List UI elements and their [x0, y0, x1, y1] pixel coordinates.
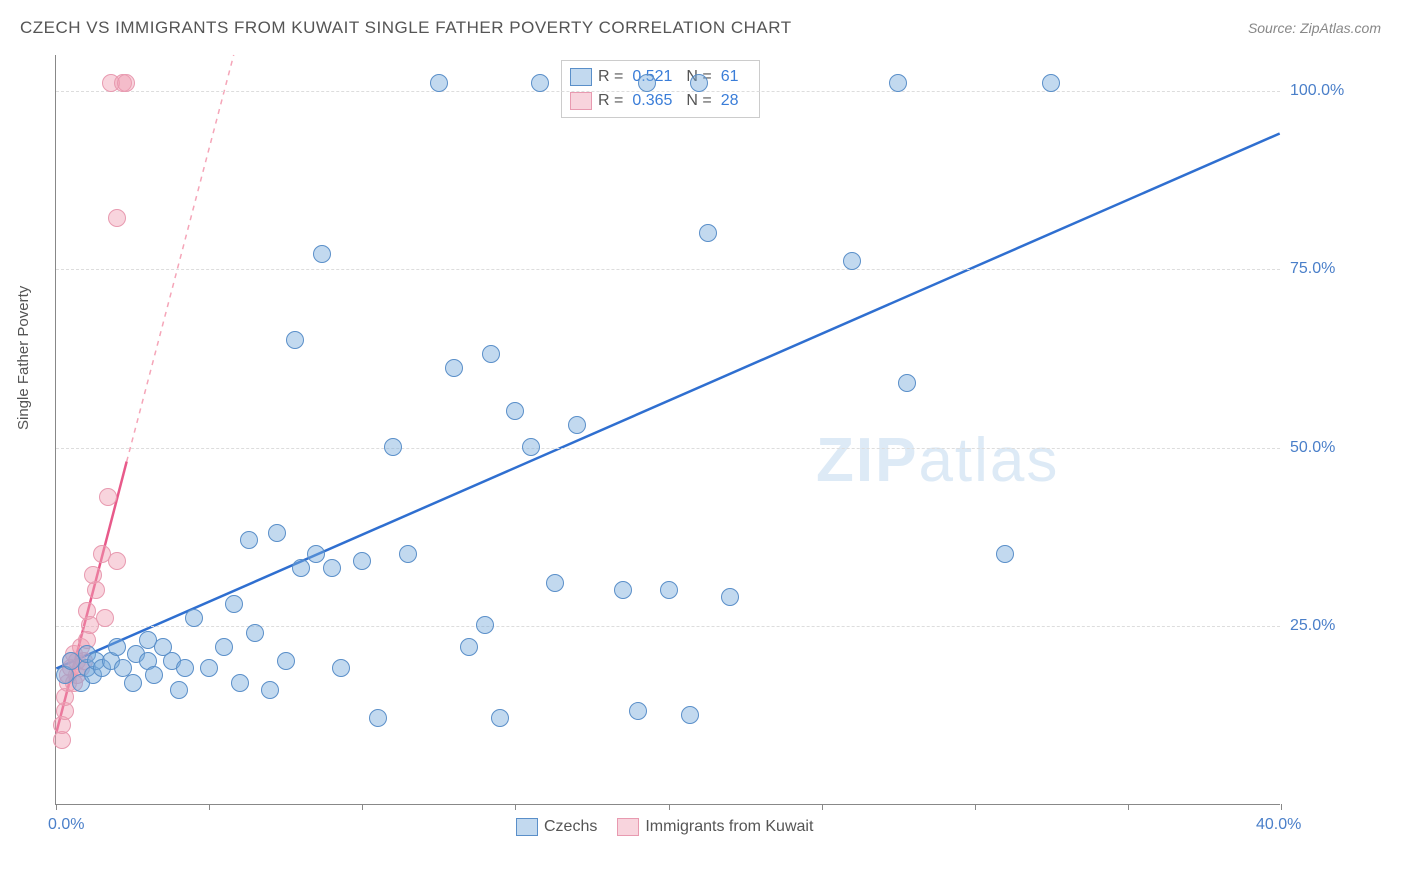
data-point	[721, 588, 739, 606]
data-point	[246, 624, 264, 642]
data-point	[476, 616, 494, 634]
data-point	[313, 245, 331, 263]
y-tick-label: 75.0%	[1290, 260, 1355, 278]
x-tick	[1128, 804, 1129, 810]
chart-title: CZECH VS IMMIGRANTS FROM KUWAIT SINGLE F…	[20, 18, 792, 38]
data-point	[353, 552, 371, 570]
data-point	[108, 552, 126, 570]
data-point	[568, 416, 586, 434]
n-label-2: N =	[686, 92, 711, 110]
x-tick	[1281, 804, 1282, 810]
data-point	[889, 74, 907, 92]
series-legend: Czechs Immigrants from Kuwait	[516, 818, 813, 836]
stats-legend-row-2: R = 0.365 N = 28	[570, 89, 747, 113]
data-point	[124, 674, 142, 692]
data-point	[660, 581, 678, 599]
data-point	[292, 559, 310, 577]
data-point	[460, 638, 478, 656]
data-point	[522, 438, 540, 456]
data-point	[1042, 74, 1060, 92]
data-point	[531, 74, 549, 92]
data-point	[87, 581, 105, 599]
gridline	[56, 91, 1280, 92]
x-tick-label: 40.0%	[1256, 816, 1301, 834]
y-tick-label: 50.0%	[1290, 439, 1355, 457]
x-tick	[669, 804, 670, 810]
data-point	[286, 331, 304, 349]
data-point	[430, 74, 448, 92]
gridline	[56, 626, 1280, 627]
swatch-blue-icon	[516, 818, 538, 836]
x-tick	[515, 804, 516, 810]
r-label-1: R =	[598, 68, 623, 86]
data-point	[898, 374, 916, 392]
data-point	[491, 709, 509, 727]
series-legend-item-2: Immigrants from Kuwait	[617, 818, 813, 836]
data-point	[482, 345, 500, 363]
data-point	[268, 524, 286, 542]
data-point	[681, 706, 699, 724]
trend-lines-svg	[56, 55, 1280, 804]
data-point	[170, 681, 188, 699]
data-point	[215, 638, 233, 656]
y-axis-label: Single Father Poverty	[15, 286, 32, 430]
x-tick	[975, 804, 976, 810]
data-point	[240, 531, 258, 549]
r-value-2: 0.365	[632, 92, 672, 110]
data-point	[176, 659, 194, 677]
data-point	[108, 209, 126, 227]
data-point	[614, 581, 632, 599]
y-tick-label: 100.0%	[1290, 82, 1355, 100]
data-point	[225, 595, 243, 613]
n-value-1: 61	[721, 68, 739, 86]
data-point	[231, 674, 249, 692]
data-point	[99, 488, 117, 506]
data-point	[277, 652, 295, 670]
source-attribution: Source: ZipAtlas.com	[1248, 20, 1381, 36]
series-1-label: Czechs	[544, 818, 597, 836]
data-point	[200, 659, 218, 677]
y-tick-label: 25.0%	[1290, 617, 1355, 635]
swatch-pink-icon	[617, 818, 639, 836]
data-point	[96, 609, 114, 627]
data-point	[145, 666, 163, 684]
swatch-blue-icon	[570, 68, 592, 86]
stats-legend-row-1: R = 0.521 N = 61	[570, 65, 747, 89]
data-point	[108, 638, 126, 656]
stats-legend: R = 0.521 N = 61 R = 0.365 N = 28	[561, 60, 760, 118]
data-point	[384, 438, 402, 456]
data-point	[629, 702, 647, 720]
data-point	[369, 709, 387, 727]
data-point	[332, 659, 350, 677]
x-tick-label: 0.0%	[48, 816, 84, 834]
data-point	[445, 359, 463, 377]
data-point	[117, 74, 135, 92]
data-point	[323, 559, 341, 577]
series-2-label: Immigrants from Kuwait	[645, 818, 813, 836]
gridline	[56, 269, 1280, 270]
data-point	[546, 574, 564, 592]
series-legend-item-1: Czechs	[516, 818, 597, 836]
data-point	[399, 545, 417, 563]
data-point	[690, 74, 708, 92]
data-point	[996, 545, 1014, 563]
x-tick	[56, 804, 57, 810]
x-tick	[209, 804, 210, 810]
data-point	[261, 681, 279, 699]
x-tick	[362, 804, 363, 810]
swatch-pink-icon	[570, 92, 592, 110]
data-point	[185, 609, 203, 627]
plot-area: ZIPatlas R = 0.521 N = 61 R = 0.365 N = …	[55, 55, 1280, 805]
data-point	[699, 224, 717, 242]
x-tick	[822, 804, 823, 810]
data-point	[307, 545, 325, 563]
n-value-2: 28	[721, 92, 739, 110]
data-point	[506, 402, 524, 420]
data-point	[843, 252, 861, 270]
gridline	[56, 448, 1280, 449]
r-label-2: R =	[598, 92, 623, 110]
data-point	[638, 74, 656, 92]
